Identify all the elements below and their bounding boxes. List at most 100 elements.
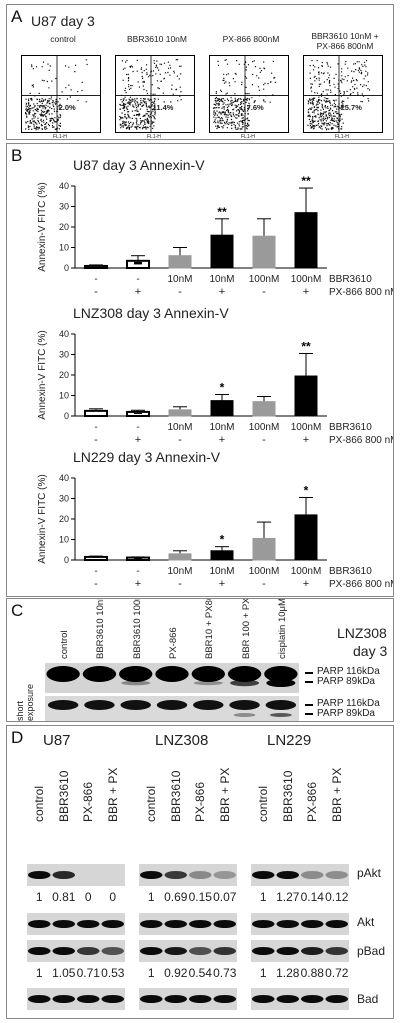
bbr-dose-label: 10nM bbox=[167, 274, 192, 285]
bbr-dose-label: 100nM bbox=[291, 422, 322, 433]
blot-strip bbox=[27, 940, 125, 962]
pbad-quant-value: 1.05 bbox=[52, 966, 76, 980]
parp-116-band bbox=[227, 666, 262, 682]
bar bbox=[210, 400, 234, 417]
protein-band bbox=[251, 995, 275, 1003]
pbad-quant-value: 0.73 bbox=[213, 966, 237, 980]
bar bbox=[168, 255, 192, 269]
group-name: LN229 bbox=[267, 732, 312, 749]
blot-strip bbox=[27, 864, 125, 886]
bar-pattern bbox=[134, 558, 142, 560]
bar bbox=[84, 555, 108, 561]
px-dose-label: - bbox=[262, 578, 266, 590]
protein-band bbox=[52, 995, 76, 1003]
protein-band bbox=[27, 995, 51, 1003]
y-tick-label: 0 bbox=[64, 555, 69, 565]
significance-mark: * bbox=[304, 483, 309, 497]
flow-events bbox=[213, 59, 276, 130]
bbr-dose-label: - bbox=[136, 566, 139, 577]
bar bbox=[294, 514, 318, 561]
bbr-dose-label: 10nM bbox=[167, 422, 192, 433]
protein-band bbox=[52, 871, 76, 879]
panel-a: A U87 day 3 control 2.0% FL1-H BBR3610 10nM… bbox=[6, 4, 394, 140]
px-dose-label: + bbox=[219, 434, 225, 446]
bbr-dose-label: - bbox=[136, 274, 139, 285]
bbr-dose-label: 100nM bbox=[249, 566, 280, 577]
bbr-dose-label: 100nM bbox=[291, 566, 322, 577]
short-parp-116-label: PARP 116kDa bbox=[317, 698, 380, 709]
bar bbox=[294, 212, 318, 269]
protein-band bbox=[325, 995, 349, 1003]
group-name: LNZ308 bbox=[155, 732, 209, 749]
protein-band bbox=[276, 947, 300, 955]
pakt-quant-value: 0.81 bbox=[52, 890, 76, 904]
y-axis-label: Annexin-V FITC (%) bbox=[37, 330, 48, 419]
protein-band bbox=[213, 871, 237, 879]
short-parp-116-band bbox=[156, 700, 188, 710]
y-tick-label: 30 bbox=[59, 202, 69, 212]
pbad-quant-value: 1 bbox=[259, 966, 267, 980]
blot-strip bbox=[139, 913, 237, 935]
blot-strip bbox=[27, 988, 125, 1010]
annexin-bar-charts: U87 day 3 Annexin-V 0 10 20 30 40 Annexin-V FI… bbox=[37, 157, 394, 590]
flow-axis-label: FL1-H bbox=[147, 134, 161, 140]
protein-band bbox=[325, 920, 349, 928]
blot-strip bbox=[139, 864, 237, 886]
bar-pattern bbox=[134, 412, 142, 414]
significance-mark: ** bbox=[301, 339, 311, 353]
bbr-dose-label: 100nM bbox=[249, 422, 280, 433]
pakt-quant-value: 1.27 bbox=[276, 890, 300, 904]
y-axis-label: Annexin-V FITC (%) bbox=[37, 182, 48, 271]
significance-mark: ** bbox=[217, 205, 227, 219]
protein-band bbox=[251, 871, 275, 879]
px-dose-label: - bbox=[178, 434, 182, 446]
short-parp-116-band bbox=[193, 700, 224, 710]
parp-116-band bbox=[82, 666, 117, 682]
parp-89-band bbox=[121, 680, 151, 686]
px-dose-label: + bbox=[135, 578, 141, 590]
flow-condition-label: control bbox=[50, 34, 76, 44]
protein-band bbox=[139, 871, 163, 879]
flow-plot-frame bbox=[303, 55, 383, 133]
flow-plot bbox=[303, 55, 383, 133]
protein-band bbox=[101, 947, 125, 955]
protein-band bbox=[27, 871, 51, 879]
short-parp-116-band bbox=[265, 700, 297, 710]
chart-title: LN229 day 3 Annexin-V bbox=[73, 449, 221, 465]
protein-band bbox=[101, 920, 125, 928]
protein-band bbox=[164, 920, 188, 928]
flow-condition-label: BBR3610 10nM + PX-866 800nM bbox=[311, 31, 379, 51]
bar bbox=[84, 264, 108, 269]
short-parp-89-label: PARP 89kDa bbox=[317, 708, 375, 719]
blot-strip bbox=[251, 940, 349, 962]
blot-strip bbox=[251, 988, 349, 1010]
px-row-title: PX-866 800 nM bbox=[329, 287, 394, 298]
protein-band bbox=[27, 947, 51, 955]
px-dose-label: + bbox=[303, 578, 309, 590]
panel-c-title-line1: LNZ308 bbox=[337, 625, 387, 641]
px-dose-label: - bbox=[178, 578, 182, 590]
pbad-quant-value: 1 bbox=[147, 966, 155, 980]
bbr-dose-label: 100nM bbox=[291, 274, 322, 285]
row-label-bad: Bad bbox=[357, 992, 379, 1006]
bar bbox=[294, 375, 318, 417]
panel-b-letter: B bbox=[11, 146, 23, 165]
px-dose-label: + bbox=[135, 434, 141, 446]
pakt-quant-value: 0 bbox=[109, 890, 117, 904]
pbad-quant-value: 0.53 bbox=[101, 966, 125, 980]
protein-band bbox=[325, 947, 349, 955]
bar bbox=[126, 410, 150, 417]
short-parp-89-band bbox=[269, 713, 292, 717]
protein-band bbox=[251, 947, 275, 955]
protein-band bbox=[276, 871, 300, 879]
short-parp-89-band bbox=[233, 713, 256, 717]
blot-strip bbox=[27, 913, 125, 935]
protein-band bbox=[251, 920, 275, 928]
protein-band bbox=[139, 995, 163, 1003]
panel-c-title-line2: day 3 bbox=[353, 643, 388, 659]
flow-events bbox=[307, 59, 371, 131]
parp-116-band bbox=[46, 666, 80, 682]
panel-b: B U87 day 3 Annexin-V 0 10 20 30 40 Annexin-V … bbox=[6, 143, 394, 597]
px-dose-label: - bbox=[262, 434, 266, 446]
short-exposure-label: short exposure bbox=[15, 683, 35, 721]
